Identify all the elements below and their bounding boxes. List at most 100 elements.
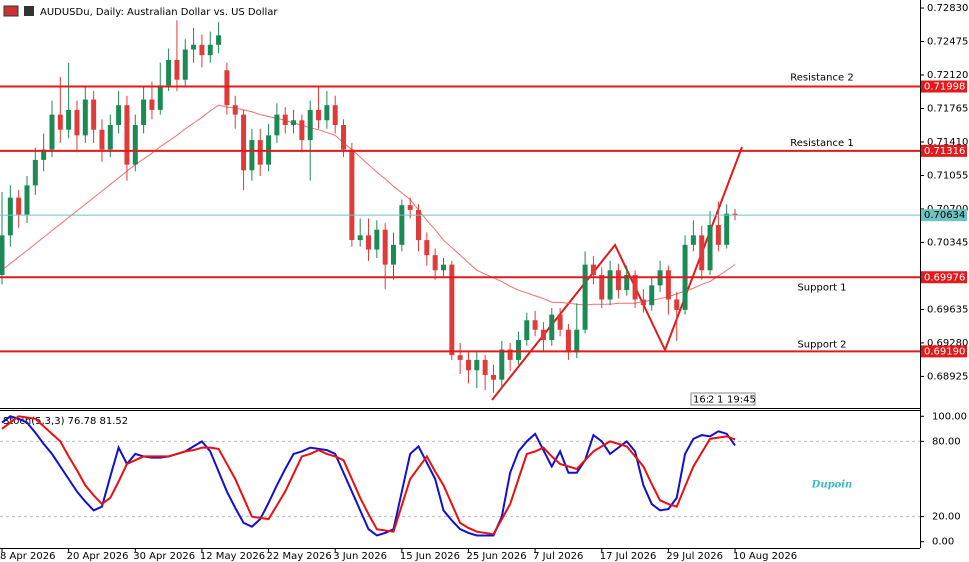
x-tick-label: 29 Jul 2026 — [666, 551, 723, 562]
candle-body — [391, 244, 397, 265]
candle-body — [499, 349, 505, 380]
candle-body — [699, 235, 705, 271]
candle-body — [16, 197, 22, 215]
x-tick-label: 10 Aug 2026 — [733, 551, 797, 562]
candle-body — [207, 44, 213, 56]
price-tag — [921, 271, 967, 284]
countdown-part: 2 — [708, 395, 714, 406]
y-tick-label: 20.00 — [932, 512, 961, 523]
level-name: Support 2 — [797, 339, 846, 350]
candle-body — [374, 229, 380, 250]
candle-body — [224, 70, 230, 106]
candle-body — [132, 124, 138, 165]
countdown-box — [690, 392, 756, 406]
x-tick-label: 30 Apr 2026 — [133, 551, 195, 562]
candle-body — [574, 329, 580, 353]
candle-body — [382, 229, 388, 265]
candle-body — [199, 44, 205, 56]
candle-body — [241, 114, 247, 171]
countdown-part: 1 — [717, 395, 723, 406]
candle-body — [449, 264, 455, 356]
x-tick-label: 20 Apr 2026 — [67, 551, 129, 562]
candle-body — [249, 140, 255, 171]
y-tick-label: 0.71055 — [927, 170, 968, 181]
candle-body — [590, 264, 596, 275]
candle-body — [357, 235, 363, 241]
candle-body — [349, 149, 355, 241]
candle-body — [49, 114, 55, 150]
candle-body — [690, 235, 696, 245]
x-tick-label: 22 May 2026 — [267, 551, 332, 562]
y-tick-label: 0.71410 — [927, 137, 968, 148]
candle-body — [116, 105, 122, 125]
candle-body — [524, 320, 530, 341]
candle-body — [182, 49, 188, 80]
indicator-value: 81.52 — [100, 416, 129, 427]
candle-body — [724, 213, 730, 245]
candle-body — [416, 209, 421, 241]
indicator-line — [1, 415, 736, 537]
candle-body — [482, 359, 488, 375]
watermark: Dupoin — [811, 480, 853, 491]
candle-body — [166, 59, 172, 86]
candle-body — [599, 274, 605, 300]
candle-body — [141, 99, 147, 125]
candle-body — [399, 205, 405, 245]
y-tick-label: 0.72830 — [927, 3, 968, 14]
candle-body — [324, 105, 330, 121]
x-tick-label: 7 Jul 2026 — [533, 551, 583, 562]
level-name: Resistance 2 — [790, 73, 853, 84]
y-tick-label: 100.00 — [932, 411, 967, 422]
candle-body — [0, 235, 5, 275]
candle-body — [232, 105, 238, 115]
candle-body — [316, 109, 322, 121]
candle-body — [307, 109, 313, 141]
candle-body — [66, 109, 72, 130]
indicator-line — [1, 415, 736, 536]
candle-body — [440, 264, 446, 271]
x-tick-label: 15 Jun 2026 — [400, 551, 460, 562]
y-tick-label: 0.00 — [932, 537, 954, 548]
candle-body — [332, 105, 338, 125]
candle-body — [665, 270, 671, 300]
candle-body — [649, 285, 655, 306]
candle-body — [540, 329, 546, 341]
candle-body — [582, 264, 588, 330]
candle-body — [24, 185, 30, 215]
candle-body — [124, 105, 130, 165]
candle-body — [640, 299, 646, 306]
candle-body — [632, 274, 638, 300]
candle-body — [457, 355, 463, 360]
candle-body — [715, 224, 721, 245]
y-tick-label: 0.69280 — [927, 338, 968, 349]
toolbar-icon[interactable] — [24, 6, 34, 16]
countdown: 16:2 1 19:45 — [690, 392, 756, 406]
candle-body — [465, 359, 471, 371]
candle-body — [216, 35, 222, 45]
candle-body — [549, 314, 555, 341]
candle-body — [532, 320, 538, 330]
candle-body — [282, 114, 288, 125]
x-tick-label: 25 Jun 2026 — [466, 551, 526, 562]
candle-body — [74, 109, 80, 136]
x-tick-label: 12 May 2026 — [200, 551, 265, 562]
price-tag — [921, 80, 967, 93]
price-tag — [921, 345, 967, 358]
y-tick-label: 0.70345 — [927, 237, 968, 248]
countdown-part: 19:45 — [727, 395, 756, 406]
candle-body — [107, 124, 113, 150]
y-tick-label: 0.72475 — [927, 37, 968, 48]
candle-body — [41, 149, 47, 160]
candle-body — [157, 85, 163, 110]
toolbar-icon[interactable] — [3, 5, 19, 17]
candle-body — [191, 44, 197, 50]
candle-body — [366, 235, 372, 250]
chart-title: AUDUSDu, Daily: Australian Dollar vs. US… — [40, 7, 278, 18]
candle-body — [507, 349, 513, 360]
candle-body — [299, 120, 305, 141]
candle-body — [99, 129, 105, 150]
candle-body — [615, 270, 621, 291]
candle-body — [341, 124, 347, 150]
candle-body — [624, 274, 630, 291]
indicator-title: Stoch(5,3,3) 76.78 81.52 — [3, 416, 128, 427]
